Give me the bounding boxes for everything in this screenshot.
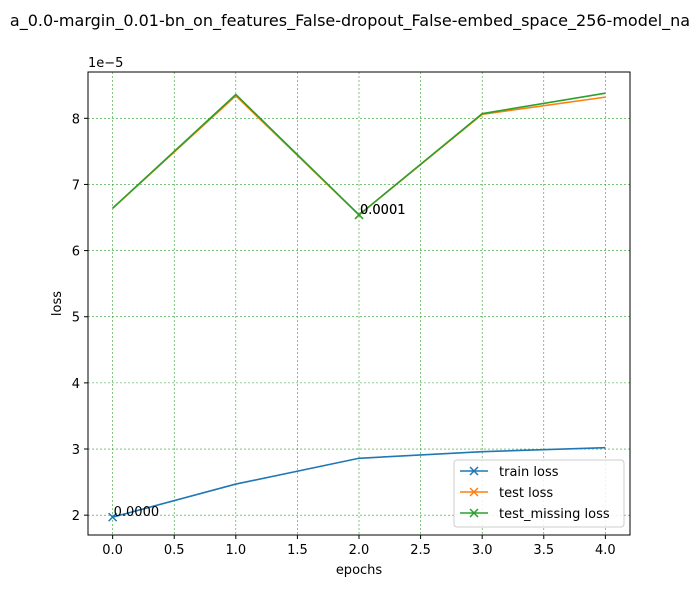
series-marker-train-loss <box>108 512 118 522</box>
annotation-label: 0.0001 <box>360 203 406 218</box>
y-axis-ticks: 2 3 4 5 6 7 8 <box>72 112 88 524</box>
series-line-train-loss <box>112 446 606 518</box>
annotation-label: 0.0001 <box>360 203 406 218</box>
legend-label: train loss <box>499 465 559 480</box>
x-tick-label: 2.5 <box>410 543 431 558</box>
legend-swatch-marker <box>469 466 479 476</box>
series-layer <box>108 92 606 522</box>
legend-label: test loss <box>499 486 553 501</box>
x-tick-label: 3.0 <box>472 543 493 558</box>
chart-title: a_0.0-margin_0.01-bn_on_features_False-d… <box>10 11 690 31</box>
series-marker-train-loss-stroke-b <box>108 512 118 522</box>
x-tick-label: 0.0 <box>102 543 123 558</box>
series-marker-test-missing-loss-stroke-b <box>354 210 364 220</box>
annotation-label: 0.0000 <box>114 505 159 520</box>
legend-swatch-marker-stroke-b <box>469 466 479 476</box>
x-tick-label: 4.0 <box>595 543 616 558</box>
legend-swatch-marker-stroke-b <box>469 508 479 518</box>
y-axis-label: loss <box>50 291 65 316</box>
legend-swatch-marker <box>469 508 479 518</box>
x-tick-label: 0.5 <box>164 543 185 558</box>
x-axis-ticks: 0.0 0.5 1.0 1.5 2.0 2.5 3.0 3.5 4.0 <box>102 535 616 558</box>
y-tick-label: 6 <box>72 245 80 260</box>
y-tick-label: 4 <box>72 377 80 392</box>
legend-box <box>453 459 625 528</box>
legend-label: test_missing loss <box>499 507 610 522</box>
legend-swatch-marker-stroke-b <box>469 487 479 497</box>
legend: train loss test loss test_missing loss <box>453 459 625 528</box>
y-tick-label: 7 <box>72 178 80 193</box>
legend-swatch-marker <box>469 487 479 497</box>
y-tick-label: 5 <box>72 311 80 326</box>
y-tick-label: 2 <box>72 509 80 524</box>
series-marker-test-missing-loss <box>354 210 364 220</box>
x-tick-label: 1.5 <box>287 543 308 558</box>
x-tick-label: 2.0 <box>349 543 370 558</box>
y-tick-label: 3 <box>72 443 80 458</box>
x-tick-label: 3.5 <box>533 543 554 558</box>
y-axis-exponent: 1e−5 <box>88 56 123 71</box>
x-tick-label: 1.0 <box>225 543 246 558</box>
y-tick-label: 8 <box>72 112 80 127</box>
x-axis-label: epochs <box>336 563 383 578</box>
